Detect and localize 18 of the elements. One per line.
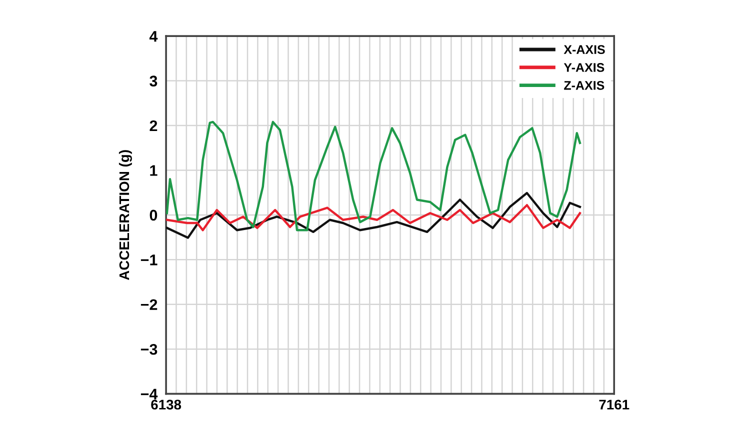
y-tick-label: 4: [149, 31, 158, 42]
line-series: [166, 120, 582, 232]
y-tick-label: 3: [150, 76, 158, 87]
x-tick-label: 6138: [151, 400, 182, 410]
y-tick-label: 2: [150, 120, 158, 132]
legend-label: X-AXIS: [564, 45, 605, 54]
y-axis-title: ACCELERATION (g): [118, 150, 132, 280]
y-tick-label: 1: [150, 165, 158, 176]
y-tick-label: −1: [140, 254, 158, 266]
y-tick-label: −4: [140, 388, 158, 400]
legend-label: Z-AXIS: [564, 80, 604, 90]
line-series: [166, 192, 582, 239]
y-tick-label: −3: [140, 344, 158, 355]
line-series: [166, 204, 582, 232]
y-tick-label: 0: [150, 210, 158, 221]
y-tick-label: −2: [140, 299, 158, 310]
x-tick-label: 7161: [599, 400, 630, 410]
legend-label: Y-AXIS: [564, 63, 604, 72]
